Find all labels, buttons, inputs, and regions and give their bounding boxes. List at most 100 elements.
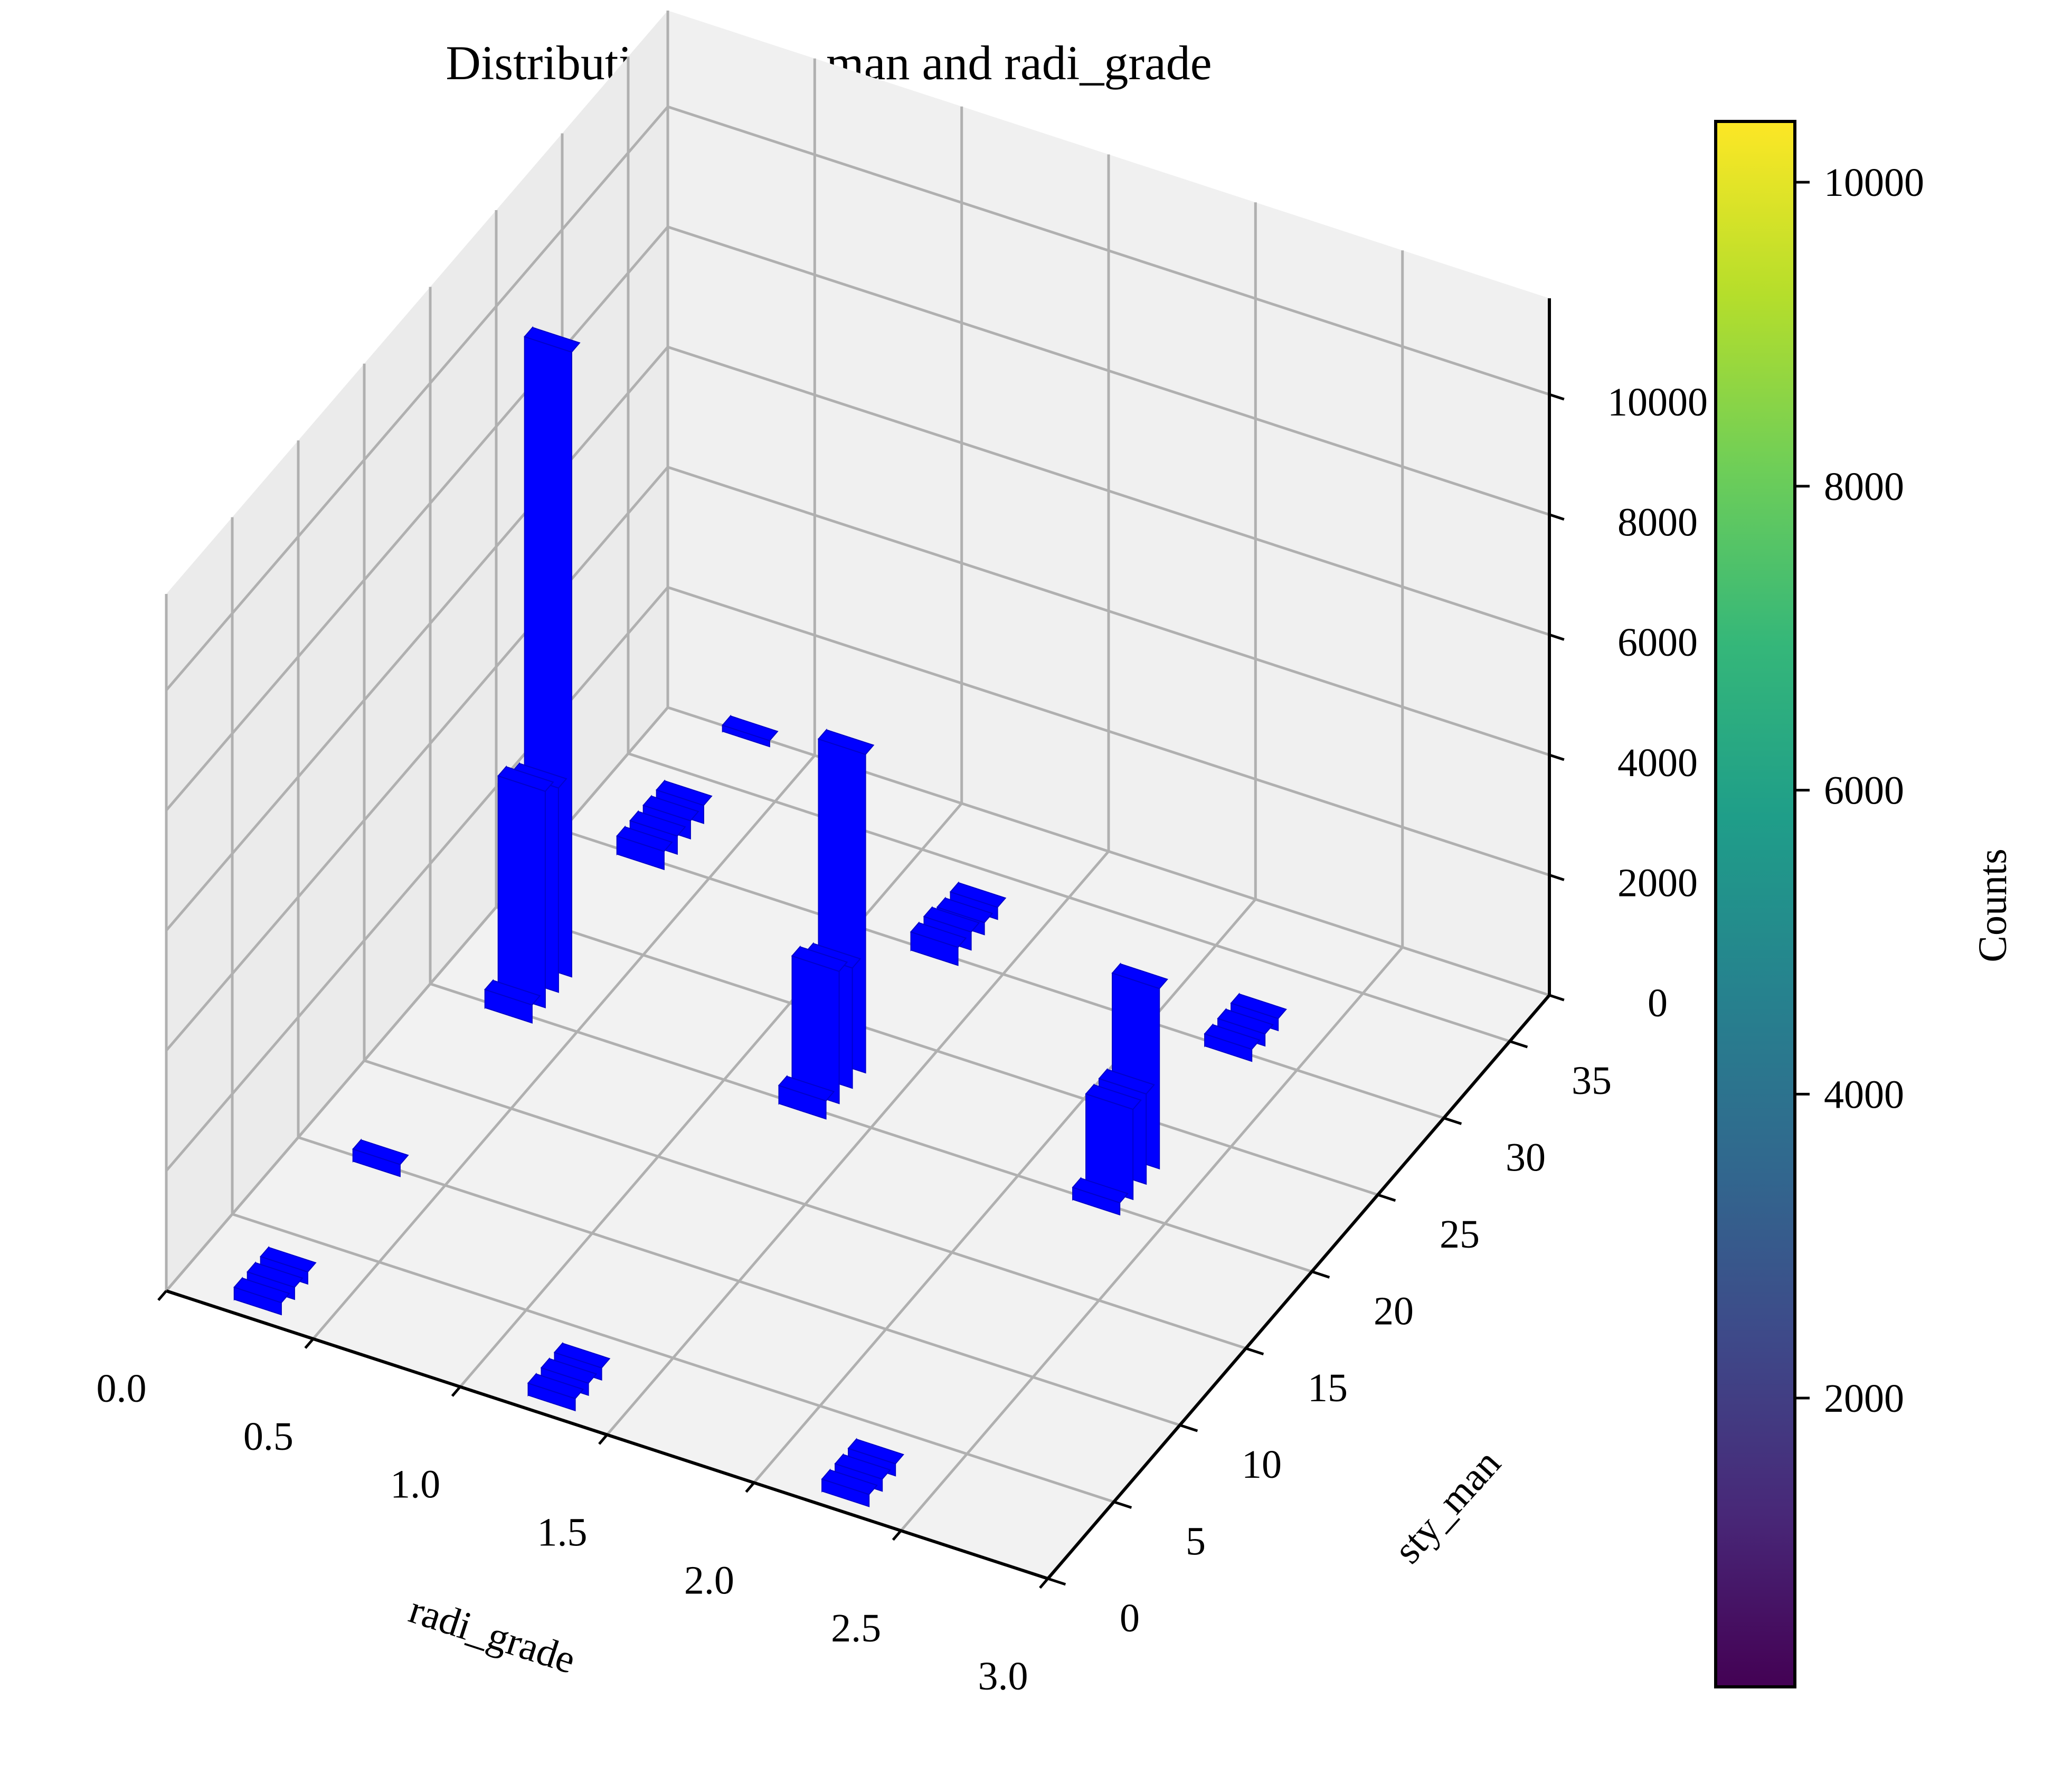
y-tick	[1443, 1117, 1462, 1125]
colorbar-ticks: 2000 4000 6000 8000 10000	[1795, 161, 1924, 1421]
y-tick-label: 10	[1242, 1442, 1282, 1487]
tick-labels: 0.0 0.5 1.0 1.5 2.0 2.5 3.0 0 5 10 15 20 25 30 35 0 2000…	[97, 380, 1708, 1698]
bar	[821, 1468, 878, 1507]
colorbar-tick-label: 10000	[1824, 161, 1924, 205]
z-tick-label: 10000	[1607, 380, 1708, 424]
y-tick	[1047, 1577, 1066, 1586]
x-tick-label: 2.5	[831, 1606, 881, 1650]
bar-top	[527, 1373, 584, 1400]
grid-line-z	[165, 586, 1550, 1172]
axis-lines	[157, 298, 1565, 1589]
bar-top	[352, 1139, 409, 1165]
z-tick	[1549, 874, 1565, 881]
x-tick	[157, 1290, 167, 1301]
bar	[791, 945, 848, 1105]
z-tick-label: 0	[1648, 981, 1668, 1025]
bar	[484, 979, 541, 1024]
y-axis-line	[1046, 994, 1551, 1580]
bar	[1204, 1023, 1261, 1062]
grid-line-z	[165, 225, 1550, 811]
bar-top	[1111, 963, 1168, 989]
bar-top	[616, 826, 673, 852]
bar-front	[497, 775, 546, 1008]
bar	[352, 1138, 409, 1177]
bar	[527, 1372, 584, 1412]
bar-top	[722, 715, 779, 741]
bar	[722, 714, 779, 748]
z-tick	[1549, 994, 1565, 1002]
bar-top	[553, 1343, 611, 1368]
y-tick	[1377, 1193, 1396, 1202]
colorbar	[1714, 120, 1796, 1688]
x-tick-label: 3.0	[978, 1654, 1028, 1698]
y-tick	[1311, 1270, 1330, 1279]
bar-top	[778, 1075, 835, 1102]
bar-top	[817, 729, 875, 756]
colorbar-tick-label: 6000	[1824, 769, 1904, 813]
colorbar-tick-label: 8000	[1824, 465, 1904, 509]
bar	[778, 1074, 835, 1120]
bar-top	[1204, 1024, 1261, 1050]
z-tick-label: 6000	[1617, 620, 1698, 665]
colorbar-tick-label: 4000	[1824, 1072, 1904, 1117]
x-tick	[304, 1338, 315, 1349]
x-tick-label: 1.5	[537, 1511, 588, 1555]
x-tick	[892, 1530, 902, 1541]
bar-top	[949, 882, 1007, 908]
z-tick	[1549, 753, 1565, 761]
bar	[616, 825, 673, 871]
bar-top	[910, 922, 967, 948]
colorbar-tick-label: 2000	[1824, 1376, 1904, 1421]
bar	[233, 1277, 290, 1316]
bar-top	[629, 810, 686, 837]
x-tick-label: 0.5	[243, 1414, 294, 1459]
z-tick	[1549, 513, 1565, 521]
z-tick-label: 2000	[1617, 861, 1698, 905]
y-tick-label: 0	[1120, 1596, 1140, 1640]
y-tick-label: 20	[1374, 1289, 1414, 1333]
y-tick-label: 30	[1506, 1136, 1546, 1180]
grid-line-z	[165, 345, 1550, 931]
y-tick	[1509, 1040, 1528, 1049]
bar-top	[791, 946, 848, 972]
y-tick-label: 25	[1440, 1212, 1480, 1257]
z-tick	[1549, 633, 1565, 641]
x-tick-label: 2.0	[684, 1558, 734, 1602]
y-tick	[1113, 1500, 1132, 1509]
grid-line-z	[165, 706, 1550, 1292]
bar-top	[524, 327, 581, 353]
bar-top	[1072, 1177, 1129, 1204]
bar-top	[847, 1438, 904, 1465]
bar	[497, 765, 554, 1008]
colorbar-label: Counts	[1971, 848, 2015, 962]
z-tick	[1549, 393, 1565, 401]
bar	[1072, 1176, 1129, 1216]
grid-line-z	[165, 105, 1550, 691]
bar	[910, 921, 967, 966]
bar-top	[233, 1277, 290, 1304]
bar-top	[484, 979, 541, 1006]
bars-group	[233, 326, 1287, 1507]
z-tick-label: 4000	[1617, 741, 1698, 785]
x-tick	[1039, 1578, 1049, 1589]
bar-top	[656, 780, 713, 806]
x-axis-label: radi_grade	[404, 1587, 581, 1682]
bar-top	[642, 795, 699, 822]
y-tick	[1245, 1347, 1264, 1356]
bar-top	[1217, 1008, 1274, 1035]
bar-top	[1098, 1069, 1155, 1095]
x-tick	[598, 1433, 608, 1445]
bar-top	[247, 1262, 304, 1288]
bar-top	[1085, 1084, 1142, 1110]
y-tick-label: 15	[1308, 1366, 1348, 1410]
bar-top	[936, 897, 994, 923]
bar-top	[834, 1453, 891, 1480]
bar-top	[821, 1469, 878, 1495]
y-axis-label: sty_man	[1385, 1441, 1509, 1572]
bar-top	[923, 907, 980, 933]
y-tick-label: 35	[1572, 1059, 1612, 1103]
grid-line-z	[165, 465, 1550, 1052]
bar-top	[540, 1358, 598, 1384]
y-tick-label: 5	[1186, 1519, 1206, 1564]
